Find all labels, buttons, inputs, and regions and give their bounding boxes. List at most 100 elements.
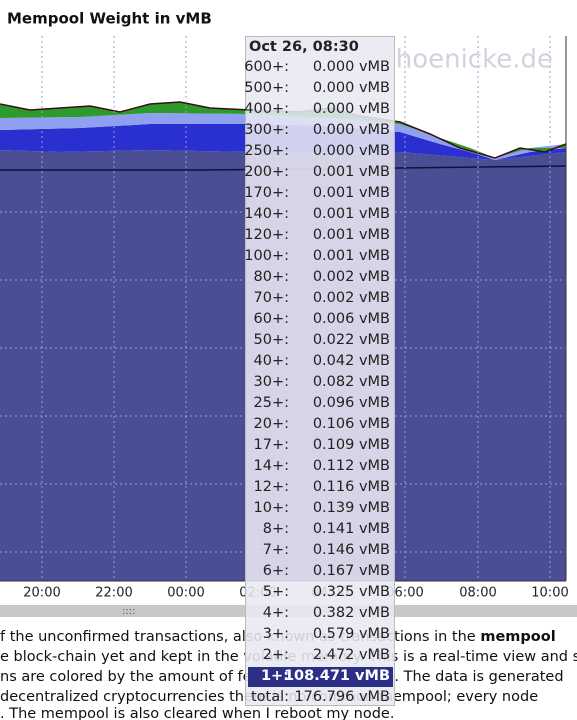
row-value: 0.001 vMB xyxy=(312,248,390,264)
row-label: 120+: xyxy=(244,227,289,243)
tooltip-row: 8+: 0.141 vMB xyxy=(248,520,393,540)
row-label: 600+: xyxy=(244,59,289,75)
tooltip-row: 6+: 0.167 vMB xyxy=(248,562,393,582)
row-label: 10+: xyxy=(253,500,290,516)
row-label: 1+: xyxy=(260,668,289,684)
row-value: 0.000 vMB xyxy=(312,80,390,96)
row-label: 170+: xyxy=(244,185,289,201)
row-value: 0.000 vMB xyxy=(312,101,390,117)
row-value: 0.146 vMB xyxy=(312,542,390,558)
tooltip-row: 120+: 0.001 vMB xyxy=(244,226,393,246)
x-tick-label: 10:00 xyxy=(531,586,568,601)
row-value: 0.002 vMB xyxy=(312,269,390,285)
row-value: 0.002 vMB xyxy=(312,290,390,306)
tooltip-row: 70+: 0.002 vMB xyxy=(248,289,393,309)
row-value: 0.082 vMB xyxy=(312,374,390,390)
row-value: 0.167 vMB xyxy=(312,563,390,579)
row-label: 12+: xyxy=(253,479,290,495)
row-value: 0.139 vMB xyxy=(312,500,390,516)
row-value: 108.471 vMB xyxy=(283,668,390,684)
row-value: 0.001 vMB xyxy=(312,227,390,243)
row-label: 200+: xyxy=(244,164,289,180)
row-label: 60+: xyxy=(253,311,290,327)
tooltip-row: 2+: 2.472 vMB xyxy=(248,646,393,666)
tooltip-row: 30+: 0.082 vMB xyxy=(248,373,393,393)
row-label: 40+: xyxy=(253,353,290,369)
tooltip-row: 170+: 0.001 vMB xyxy=(244,184,393,204)
row-value: 0.579 vMB xyxy=(312,626,390,642)
row-label: 8+: xyxy=(262,521,289,537)
row-label: 3+: xyxy=(262,626,289,642)
tooltip-row: 400+: 0.000 vMB xyxy=(244,100,393,120)
tooltip-row: 300+: 0.000 vMB xyxy=(244,121,393,141)
tooltip-row: 80+: 0.002 vMB xyxy=(248,268,393,288)
row-value: 0.001 vMB xyxy=(312,185,390,201)
row-label: 30+: xyxy=(253,374,290,390)
row-label: 5+: xyxy=(262,584,289,600)
tooltip-row: 40+: 0.042 vMB xyxy=(248,352,393,372)
row-label: 500+: xyxy=(244,80,289,96)
row-value: 0.000 vMB xyxy=(312,143,390,159)
row-value: 0.382 vMB xyxy=(312,605,390,621)
paragraph-line: . The mempool is also cleared when I reb… xyxy=(0,706,395,720)
row-label: 7+: xyxy=(262,542,289,558)
tooltip-row-highlight: 1+: 108.471 vMB xyxy=(248,667,393,687)
row-label: 100+: xyxy=(244,248,289,264)
tooltip-row: 200+: 0.001 vMB xyxy=(244,163,393,183)
tooltip: Oct 26, 08:30 600+: 0.000 vMB 500+: 0.000 v… xyxy=(244,36,395,708)
grid xyxy=(0,36,566,581)
chart-title: Mempool Weight in vMB xyxy=(7,10,212,28)
row-value: 0.096 vMB xyxy=(312,395,390,411)
tooltip-row: 100+: 0.001 vMB xyxy=(244,247,393,267)
row-label: 25+: xyxy=(253,395,290,411)
tooltip-row: 25+: 0.096 vMB xyxy=(248,394,393,414)
tooltip-row: 4+: 0.382 vMB xyxy=(248,604,393,624)
watermark-layer: hoenicke.de xyxy=(396,45,553,75)
row-value: 0.325 vMB xyxy=(312,584,390,600)
row-value: 0.141 vMB xyxy=(312,521,390,537)
tooltip-row: 50+: 0.022 vMB xyxy=(248,331,393,351)
watermark: hoenicke.de xyxy=(396,45,553,75)
scroll-handle[interactable]: :::: xyxy=(122,606,135,617)
row-value: 0.109 vMB xyxy=(312,437,390,453)
x-tick-label: 06:00 xyxy=(386,586,423,601)
row-value: 0.001 vMB xyxy=(312,164,390,180)
row-label: 14+: xyxy=(253,458,290,474)
tooltip-row: 600+: 0.000 vMB xyxy=(244,58,393,78)
row-label: 400+: xyxy=(244,101,289,117)
row-label: 50+: xyxy=(253,332,290,348)
row-label: 80+: xyxy=(253,269,290,285)
x-tick-label: 20:00 xyxy=(23,586,60,601)
x-tick-label: 08:00 xyxy=(459,586,496,601)
x-tick-label: 22:00 xyxy=(95,586,132,601)
bold-term: mempool xyxy=(480,629,556,645)
row-label: 17+: xyxy=(253,437,290,453)
row-label: 250+: xyxy=(244,143,289,159)
row-value: 0.006 vMB xyxy=(312,311,390,327)
total-label: total: xyxy=(250,689,289,705)
row-label: 20+: xyxy=(253,416,290,432)
row-label: 140+: xyxy=(244,206,289,222)
total-value: 176.796 vMB xyxy=(294,689,390,705)
row-label: 70+: xyxy=(253,290,290,306)
tooltip-row: 140+: 0.001 vMB xyxy=(244,205,393,225)
row-label: 300+: xyxy=(244,122,289,138)
tooltip-row: 14+: 0.112 vMB xyxy=(248,457,393,477)
tooltip-row: 3+: 0.579 vMB xyxy=(248,625,393,645)
tooltip-row: 500+: 0.000 vMB xyxy=(244,79,393,99)
row-label: 6+: xyxy=(262,563,289,579)
row-value: 0.112 vMB xyxy=(312,458,390,474)
row-value: 0.000 vMB xyxy=(312,122,390,138)
x-tick-label: 00:00 xyxy=(167,586,204,601)
row-value: 0.001 vMB xyxy=(312,206,390,222)
row-value: 2.472 vMB xyxy=(312,647,390,663)
row-value: 0.000 vMB xyxy=(312,59,390,75)
tooltip-row: 60+: 0.006 vMB xyxy=(248,310,393,330)
row-label: 4+: xyxy=(262,605,289,621)
row-value: 0.042 vMB xyxy=(312,353,390,369)
tooltip-total: total: 176.796 vMB xyxy=(248,688,393,708)
tooltip-row: 10+: 0.139 vMB xyxy=(248,499,393,519)
tooltip-row: 7+: 0.146 vMB xyxy=(248,541,393,561)
row-label: 2+: xyxy=(262,647,289,663)
